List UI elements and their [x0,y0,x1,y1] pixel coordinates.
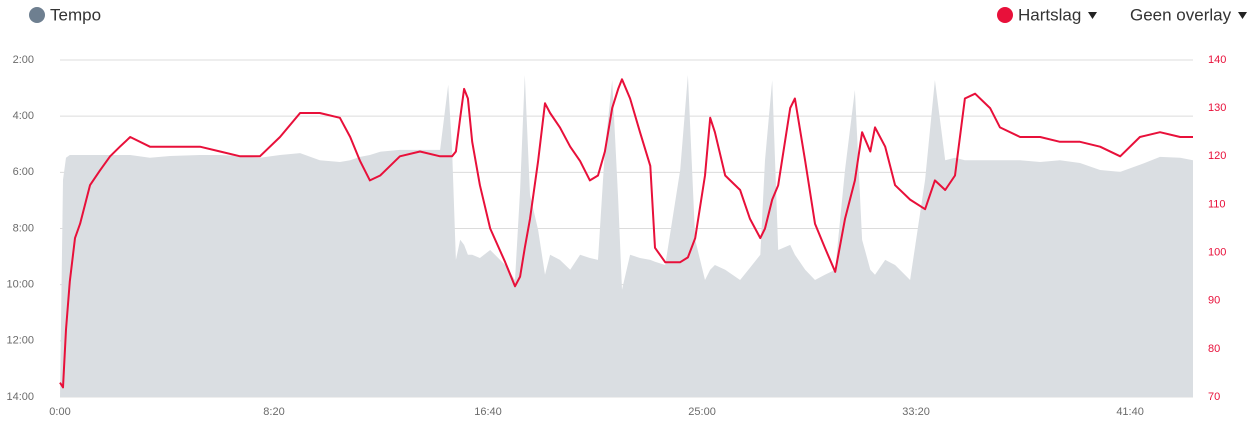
y2-tick-label: 120 [1208,150,1226,162]
legend-label: Tempo [50,5,101,24]
y-tick-label: 14:00 [6,391,34,403]
ticks: 2:00 4:00 6:00 8:00 10:00 12:00 14:00 70 80 90 100… [6,54,1226,418]
y2-tick-label: 80 [1208,343,1220,355]
x-tick-label: 25:00 [688,406,716,418]
y2-tick-label: 140 [1208,54,1226,66]
x-tick-label: 41:40 [1116,406,1144,418]
y-tick-label: 8:00 [13,222,34,234]
legend-tempo: Tempo [29,5,101,24]
x-tick-label: 33:20 [902,406,930,418]
legend-label[interactable]: Hartslag [1018,5,1081,24]
plot [59,75,1193,397]
x-tick-label: 16:40 [474,406,502,418]
y2-tick-label: 110 [1208,198,1226,210]
y2-tick-label: 100 [1208,246,1226,258]
pace-area [60,75,1193,397]
overlay-menu[interactable]: Geen overlay [1130,5,1247,24]
overlay-label[interactable]: Geen overlay [1130,5,1232,24]
y-tick-label: 4:00 [13,110,34,122]
y-tick-label: 12:00 [6,335,34,347]
dropdown-arrow[interactable] [1238,12,1247,19]
legend-hartslag[interactable]: Hartslag [997,5,1097,24]
y2-tick-label: 70 [1208,391,1220,403]
dropdown-arrow[interactable] [1088,12,1097,19]
legend-dot [29,7,45,23]
x-tick-label: 0:00 [49,406,70,418]
y2-tick-label: 130 [1208,102,1226,114]
y-tick-label: 2:00 [13,54,34,66]
x-tick-label: 8:20 [263,406,284,418]
heart-rate-line [59,78,1193,389]
y-tick-label: 6:00 [13,166,34,178]
y-tick-label: 10:00 [6,279,34,291]
legend-dot [997,7,1013,23]
y2-tick-label: 90 [1208,295,1220,307]
